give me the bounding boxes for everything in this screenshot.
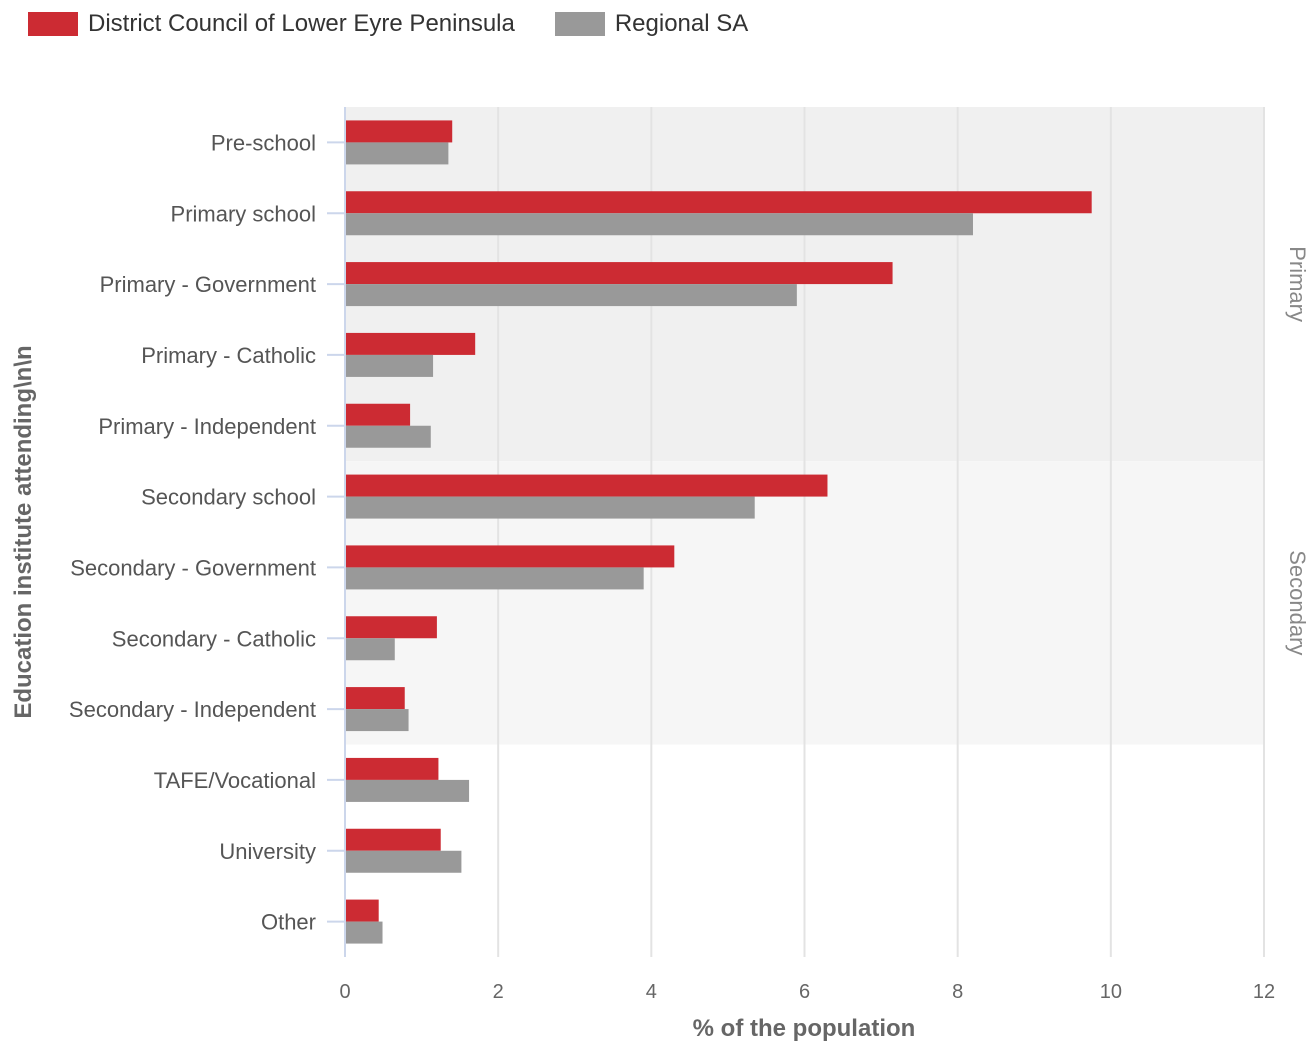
chart-legend: District Council of Lower Eyre Peninsula…	[28, 8, 788, 40]
legend-swatch-district	[28, 12, 78, 36]
bar-regional-9[interactable]	[345, 779, 470, 802]
legend-label-regional: Regional SA	[614, 10, 749, 37]
bar-district-11[interactable]	[345, 899, 379, 922]
category-label-2: Primary - Government	[100, 272, 316, 297]
bar-regional-3[interactable]	[345, 354, 434, 377]
legend-label-district: District Council of Lower Eyre Peninsula	[88, 10, 515, 37]
bar-regional-10[interactable]	[345, 850, 462, 873]
bar-regional-7[interactable]	[345, 638, 395, 661]
bar-district-3[interactable]	[345, 332, 476, 355]
bars-layer	[345, 120, 1092, 944]
category-label-4: Primary - Independent	[98, 414, 316, 439]
bar-district-7[interactable]	[345, 616, 437, 639]
bar-regional-6[interactable]	[345, 567, 644, 590]
category-label-1: Primary school	[171, 201, 316, 226]
bar-district-2[interactable]	[345, 262, 893, 285]
y-axis-title: Education institute attending\n\n	[10, 345, 37, 718]
category-label-8: Secondary - Independent	[69, 697, 316, 722]
bar-district-8[interactable]	[345, 687, 405, 710]
band-label-secondary: Secondary	[1285, 550, 1310, 655]
bar-regional-2[interactable]	[345, 284, 797, 307]
bar-district-4[interactable]	[345, 403, 411, 426]
category-label-5: Secondary school	[141, 485, 316, 510]
axis-layer: Pre-school Primary school Primary - Govern…	[69, 107, 346, 957]
category-label-6: Secondary - Government	[70, 555, 316, 580]
grid-layer: 0 2 4 6 8 10 12	[339, 107, 1275, 1003]
x-tick-label-12: 12	[1253, 981, 1275, 1003]
bar-regional-8[interactable]	[345, 709, 409, 732]
bar-district-0[interactable]	[345, 120, 453, 143]
bar-regional-1[interactable]	[345, 213, 973, 236]
category-label-11: Other	[261, 910, 316, 935]
bar-regional-0[interactable]	[345, 142, 449, 165]
x-tick-label-0: 0	[339, 981, 350, 1003]
bar-district-10[interactable]	[345, 828, 441, 851]
x-tick-label-10: 10	[1100, 981, 1122, 1003]
x-tick-label-4: 4	[646, 981, 657, 1003]
category-label-10: University	[219, 839, 316, 864]
bar-regional-4[interactable]	[345, 425, 431, 448]
x-tick-label-8: 8	[952, 981, 963, 1003]
bar-district-5[interactable]	[345, 474, 828, 497]
category-label-7: Secondary - Catholic	[112, 626, 316, 651]
x-axis-title: % of the population	[693, 1015, 916, 1042]
category-label-3: Primary - Catholic	[141, 343, 316, 368]
bar-district-1[interactable]	[345, 191, 1092, 214]
legend-item-district[interactable]: District Council of Lower Eyre Peninsula	[28, 10, 515, 38]
x-tick-label-6: 6	[799, 981, 810, 1003]
bar-district-6[interactable]	[345, 545, 675, 568]
band-label-primary: Primary	[1285, 246, 1310, 322]
x-tick-label-2: 2	[493, 981, 504, 1003]
bar-district-9[interactable]	[345, 757, 439, 780]
bar-regional-11[interactable]	[345, 921, 383, 944]
legend-swatch-regional	[554, 12, 605, 36]
category-label-0: Pre-school	[211, 130, 316, 155]
category-label-9: TAFE/Vocational	[154, 768, 316, 793]
bar-regional-5[interactable]	[345, 496, 755, 519]
legend-item-regional[interactable]: Regional SA	[554, 10, 749, 38]
